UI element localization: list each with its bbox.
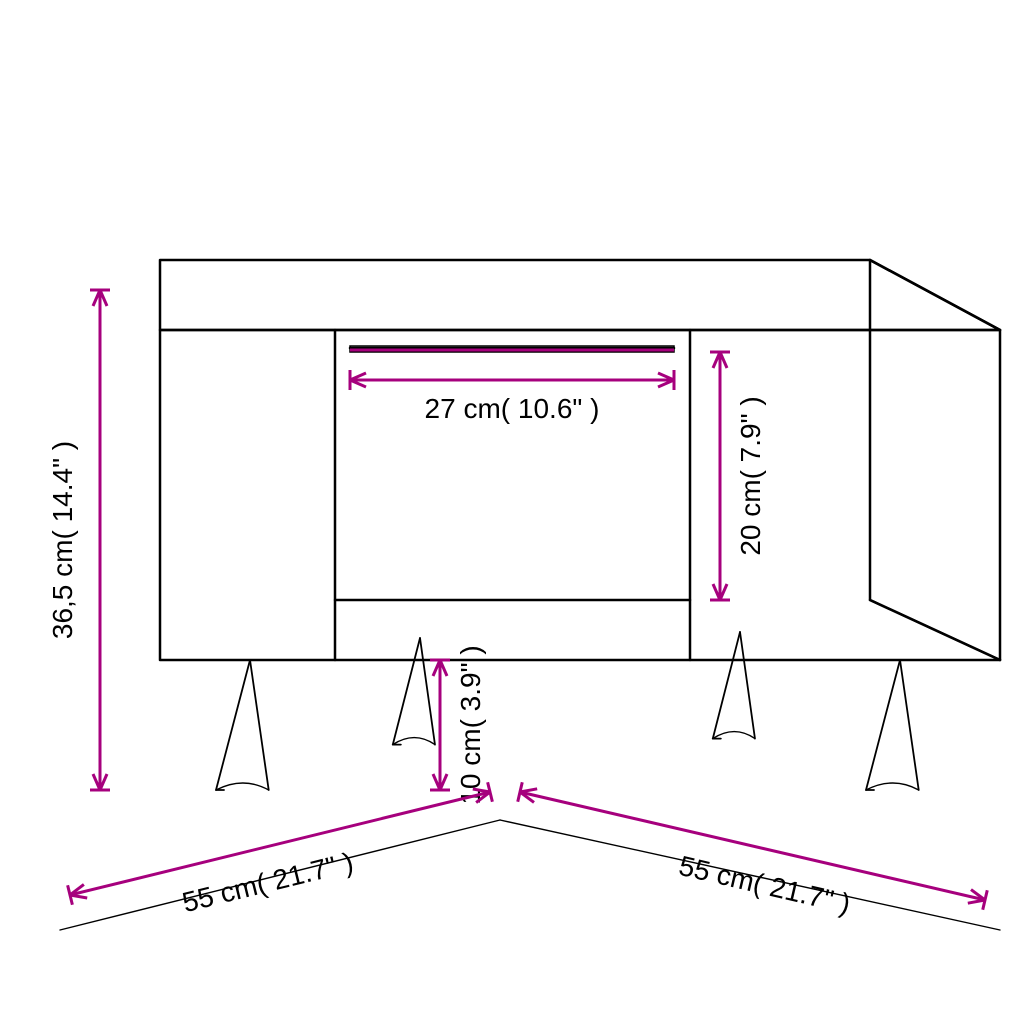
dimensions: 36,5 cm( 14.4" ) 27 cm( 10.6" ) 20 cm( 7.9…: [47, 290, 987, 920]
furniture-outline: [60, 260, 1000, 930]
label-depth: 55 cm( 21.7" ): [179, 846, 356, 918]
label-width: 55 cm( 21.7" ): [676, 850, 853, 920]
label-leg-height: 10 cm( 3.9" ): [455, 645, 486, 804]
label-drawer-height: 20 cm( 7.9" ): [735, 396, 766, 555]
label-drawer-width: 27 cm( 10.6" ): [425, 393, 600, 424]
label-height: 36,5 cm( 14.4" ): [47, 441, 78, 639]
